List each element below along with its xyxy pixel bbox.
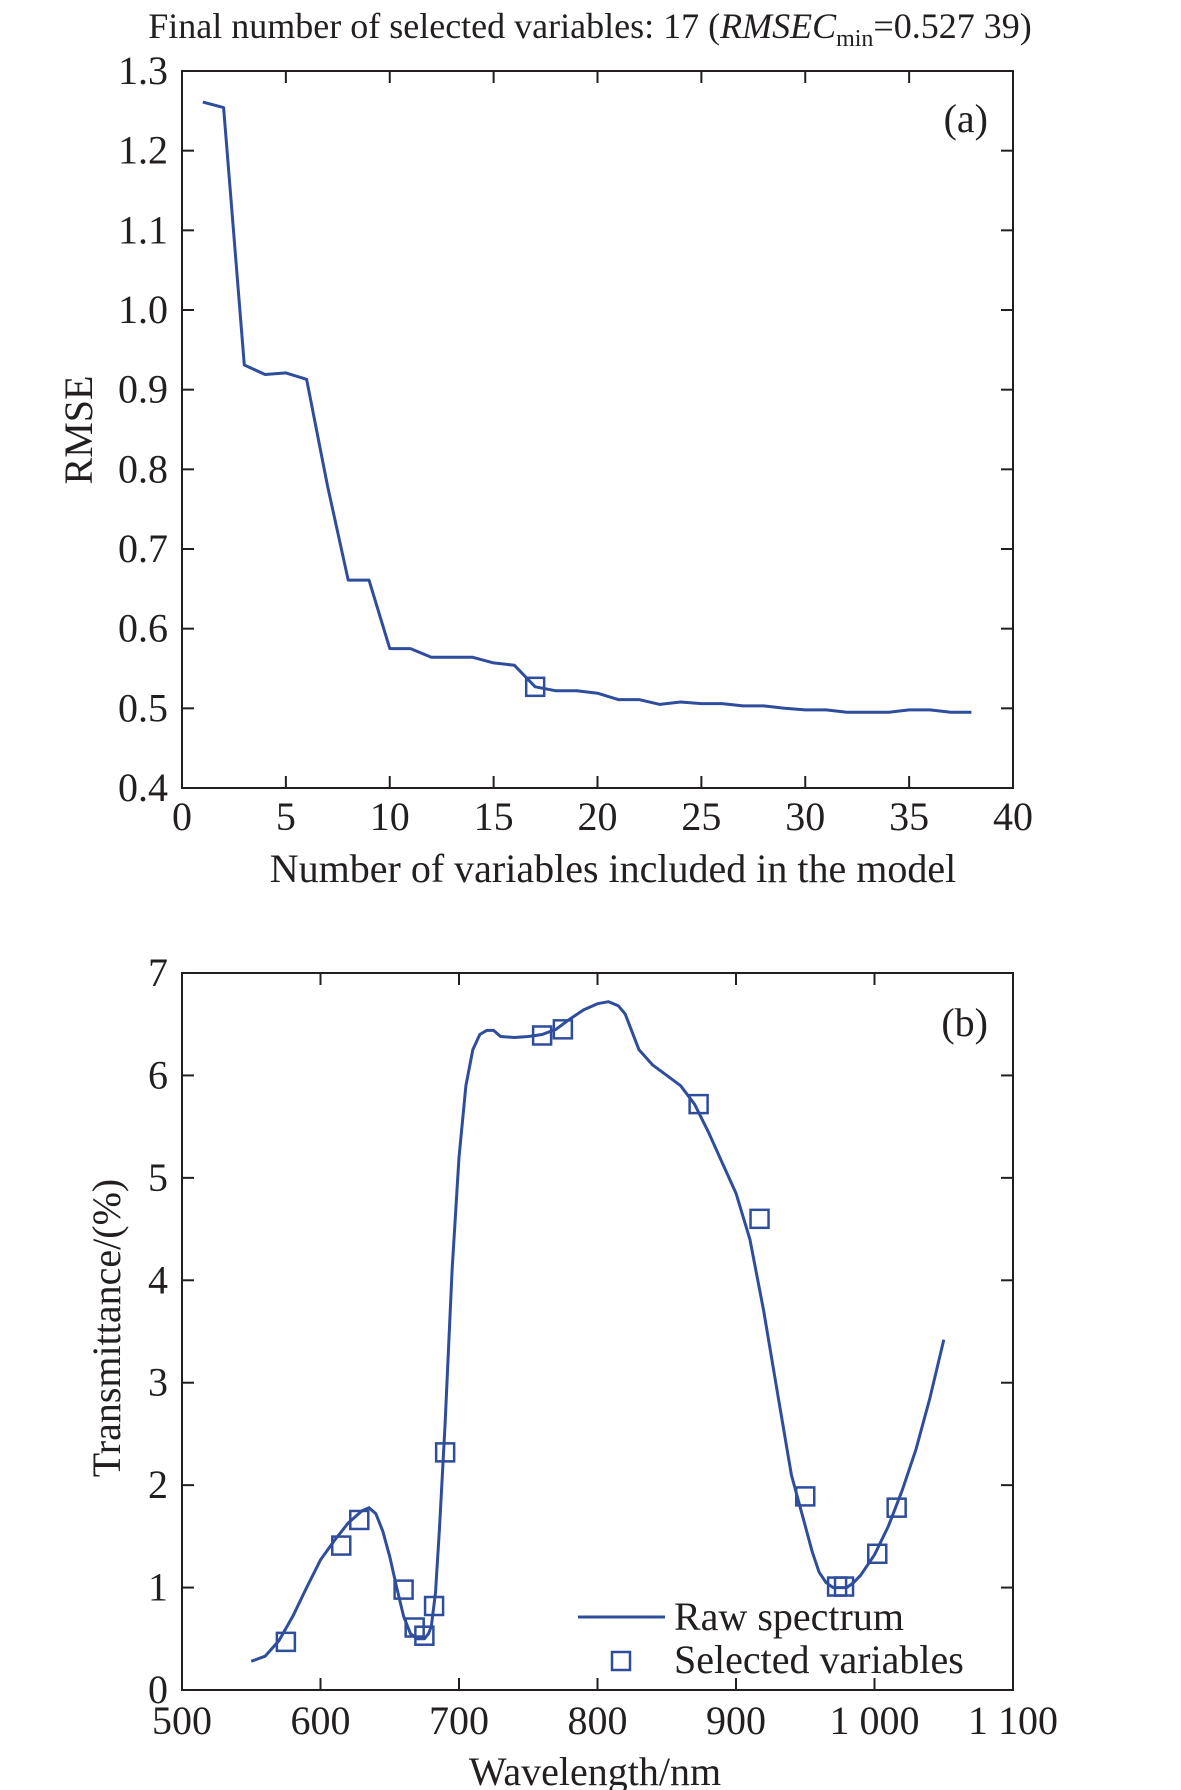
panel-b-selected-variable-marker <box>688 1093 709 1115</box>
panel-b-x-axis-title: Wavelength/nm <box>469 1749 721 1790</box>
figure-title-subscript: min <box>836 26 873 52</box>
panel-b-x-tick-label: 1 000 <box>830 1698 920 1743</box>
figure-title-suffix: =0.527 39) <box>873 6 1031 46</box>
panel-a-selected-variable-marker <box>524 676 546 698</box>
panel-b-selected-variable-marker <box>531 1025 553 1046</box>
panel-b-selected-variable-marker <box>275 1631 297 1653</box>
panel-a-label: (a) <box>944 96 988 141</box>
panel-a-x-tick-label: 25 <box>681 794 721 839</box>
figure-title: Final number of selected variables: 17 (… <box>148 6 1031 52</box>
panel-b-y-tick-label: 6 <box>148 1052 168 1097</box>
panel-b-plot-frame <box>181 972 1014 1691</box>
panel-b-selected-variable-marker <box>393 1579 414 1600</box>
panel-a-y-tick-label: 0.9 <box>118 367 168 412</box>
panel-a-ticks <box>181 70 1014 789</box>
legend-selected-variables-label: Selected variables <box>674 1637 964 1682</box>
panel-b-line-series <box>250 1000 946 1663</box>
panel-b-x-tick-label: 1 100 <box>968 1698 1058 1743</box>
panel-b-y-tick-label: 5 <box>148 1155 168 1200</box>
panel-b-selected-variable-marker <box>749 1208 770 1230</box>
panel-a-y-tick-label: 0.7 <box>118 526 168 571</box>
panel-b-x-tick-label: 600 <box>291 1698 351 1743</box>
panel-b-selected-variable-marker <box>434 1442 456 1463</box>
panel-a-x-tick-label: 30 <box>785 794 825 839</box>
panel-a-y-tick-label: 0.8 <box>118 446 168 491</box>
panel-a-y-tick-label: 0.5 <box>118 685 168 730</box>
panel-a-x-tick-label: 20 <box>578 794 618 839</box>
panel-b-y-tick-label: 7 <box>148 950 168 995</box>
panel-a-line-series <box>202 100 972 714</box>
panel-b-y-tick-label: 4 <box>148 1257 168 1302</box>
panel-a-rmse-chart: 0 5 10 15 20 25 30 35 40 0.4 0.5 0.6 0.7 0.8 0.9 1.0 1.1… <box>56 48 1033 891</box>
panel-a-x-tick-label: 40 <box>993 794 1033 839</box>
panel-a-x-tick-label: 0 <box>172 794 192 839</box>
panel-b-selected-variable-marker <box>833 1576 855 1597</box>
panel-a-x-axis-title: Number of variables included in the mode… <box>270 846 956 891</box>
panel-b-ticks <box>181 972 1014 1691</box>
panel-a-y-tick-label: 0.4 <box>118 765 168 810</box>
panel-b-y-axis-title: Transmittance/(%) <box>84 1179 129 1477</box>
panel-b-x-tick-label: 500 <box>152 1698 212 1743</box>
panel-a-plot-frame <box>181 70 1014 789</box>
panel-b-selected-variable-marker <box>414 1625 435 1646</box>
panel-a-x-tick-label: 35 <box>889 794 929 839</box>
panel-b-y-tick-label: 0 <box>148 1667 168 1712</box>
panel-a-y-tick-label: 1.1 <box>118 207 168 252</box>
panel-b-y-tick-label: 2 <box>148 1462 168 1507</box>
panel-b-series <box>250 1000 946 1663</box>
panel-b-selected-variable-marker <box>423 1595 445 1617</box>
panel-b-selected-variable-marker <box>552 1019 574 1040</box>
panel-b-selected-variable-marker <box>886 1497 907 1518</box>
panel-b-x-tick-label: 900 <box>706 1698 766 1743</box>
panel-b-y-tick-label: 1 <box>148 1565 168 1610</box>
legend-raw-spectrum-label: Raw spectrum <box>674 1594 904 1639</box>
panel-a-tick-labels: 0 5 10 15 20 25 30 35 40 0.4 0.5 0.6 0.7 0.8 0.9 1.0 1.1… <box>118 48 1033 839</box>
panel-b-selected-variable-marker <box>867 1543 888 1565</box>
panel-a-y-tick-label: 0.6 <box>118 606 168 651</box>
panel-b-legend: Raw spectrum Selected variables <box>578 1594 964 1682</box>
panel-b-selected-variable-marker <box>331 1535 352 1556</box>
panel-b-x-tick-label: 800 <box>568 1698 628 1743</box>
panel-a-x-tick-label: 10 <box>370 794 410 839</box>
panel-a-y-tick-label: 1.0 <box>118 287 168 332</box>
panel-b-selected-variable-marker <box>349 1509 370 1531</box>
figure-title-symbol: RMSEC <box>719 6 837 46</box>
panel-a-y-tick-label: 1.3 <box>118 48 168 93</box>
panel-b-x-tick-label: 700 <box>429 1698 489 1743</box>
legend-marker-swatch <box>610 1650 632 1672</box>
panel-a-x-tick-label: 5 <box>276 794 296 839</box>
panel-b-selected-variable-marker <box>795 1486 816 1507</box>
panel-b-label: (b) <box>941 1000 988 1045</box>
panel-a-series <box>202 100 972 714</box>
panel-a-x-tick-label: 15 <box>474 794 514 839</box>
panel-a-y-axis-title: RMSE <box>56 376 101 485</box>
panel-a-y-tick-label: 1.2 <box>118 128 168 173</box>
panel-b-y-tick-label: 3 <box>148 1360 168 1405</box>
figure-title-prefix: Final number of selected variables: 17 ( <box>148 6 720 46</box>
